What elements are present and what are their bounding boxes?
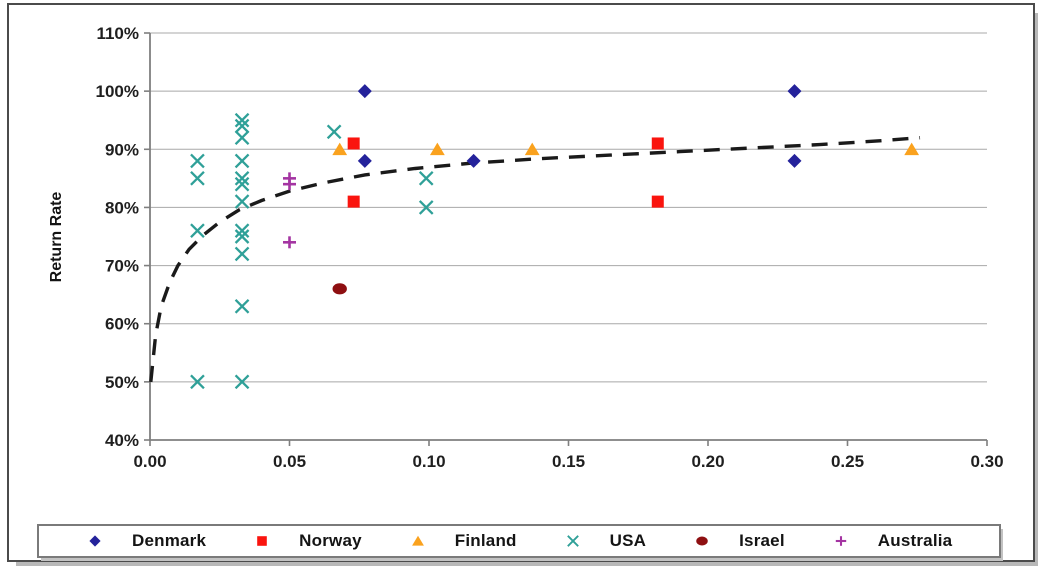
norway-marker <box>347 195 360 208</box>
usa-marker <box>418 200 434 215</box>
usa-marker <box>234 171 250 186</box>
x-axis-label: 0.25 <box>831 452 864 471</box>
norway-marker <box>651 195 664 208</box>
legend-item-norway: Norway <box>252 531 362 551</box>
usa-marker <box>234 298 250 314</box>
denmark-legend-marker-icon <box>89 535 101 547</box>
y-axis-label: 110% <box>96 24 139 43</box>
x-axis-label: 0.10 <box>412 452 445 471</box>
chart-outer-border <box>7 3 1035 562</box>
series-denmark <box>357 84 802 168</box>
australia-legend-marker-icon <box>835 536 846 546</box>
usa-marker <box>418 171 434 186</box>
denmark-marker <box>787 153 802 168</box>
series-israel <box>332 283 347 295</box>
norway-legend-marker <box>257 536 267 546</box>
denmark-legend-marker <box>89 535 101 547</box>
legend-label: Finland <box>454 531 517 550</box>
x-axis-label: 0.15 <box>552 452 585 471</box>
usa-marker <box>234 374 250 390</box>
x-axis-label: 0.20 <box>691 452 724 471</box>
y-axis-label: 100% <box>96 82 139 101</box>
x-axis-label: 0.05 <box>273 452 306 471</box>
y-axis-label: 80% <box>105 198 139 217</box>
y-axis-label: 70% <box>105 257 139 276</box>
usa-marker <box>234 118 250 134</box>
finland-marker <box>524 142 540 156</box>
legend-item-usa: USA <box>563 531 647 551</box>
series-norway <box>347 137 664 208</box>
legend-label: Australia <box>877 531 953 550</box>
usa-marker <box>234 112 250 128</box>
israel-legend-marker-icon <box>696 536 708 546</box>
norway-marker <box>347 137 360 150</box>
usa-marker <box>234 176 250 192</box>
legend-item-denmark: Denmark <box>85 531 206 551</box>
y-axis-label: 90% <box>105 140 139 159</box>
denmark-marker <box>787 84 802 99</box>
legend-label: Norway <box>299 531 362 550</box>
legend-label: USA <box>609 531 647 550</box>
usa-marker <box>234 229 250 244</box>
usa-marker <box>234 153 250 169</box>
usa-marker <box>326 124 342 140</box>
legend-label: Israel <box>739 531 785 550</box>
legend-item-australia: Australia <box>831 531 953 551</box>
usa-marker <box>190 153 205 169</box>
trend-line <box>149 136 921 383</box>
finland-marker <box>904 142 920 156</box>
legend-item-finland: Finland <box>408 531 517 551</box>
finland-marker <box>332 142 348 156</box>
usa-marker <box>190 374 205 390</box>
finland-legend-marker-icon <box>411 535 424 546</box>
usa-legend-marker <box>566 535 579 547</box>
finland-legend-marker <box>411 535 424 546</box>
usa-legend-marker-icon <box>566 535 579 547</box>
denmark-marker <box>357 84 372 99</box>
x-axis-label: 0.00 <box>133 452 166 471</box>
denmark-marker <box>357 153 372 168</box>
usa-marker <box>234 223 250 238</box>
y-axis-label: 50% <box>105 373 139 392</box>
series-finland <box>332 142 920 156</box>
legend: Denmark Norway Finland USA Israel Australia <box>37 524 1001 558</box>
usa-marker <box>190 171 205 186</box>
legend-item-israel: Israel <box>692 531 785 551</box>
usa-marker <box>190 223 205 238</box>
finland-marker <box>429 142 445 156</box>
x-axis-label: 0.30 <box>970 452 1003 471</box>
series-usa <box>190 112 434 390</box>
usa-marker <box>234 246 250 262</box>
usa-marker <box>234 130 250 145</box>
denmark-marker <box>466 153 481 168</box>
israel-marker <box>332 283 347 295</box>
series-australia <box>283 172 296 249</box>
legend-label: Denmark <box>132 531 207 550</box>
y-axis-title: Return Rate <box>48 191 65 283</box>
israel-legend-marker <box>696 536 708 546</box>
usa-marker <box>234 194 250 209</box>
norway-marker <box>651 137 664 150</box>
y-axis-label: 40% <box>105 431 139 450</box>
y-axis-label: 60% <box>105 315 139 334</box>
norway-legend-marker-icon <box>257 536 267 546</box>
